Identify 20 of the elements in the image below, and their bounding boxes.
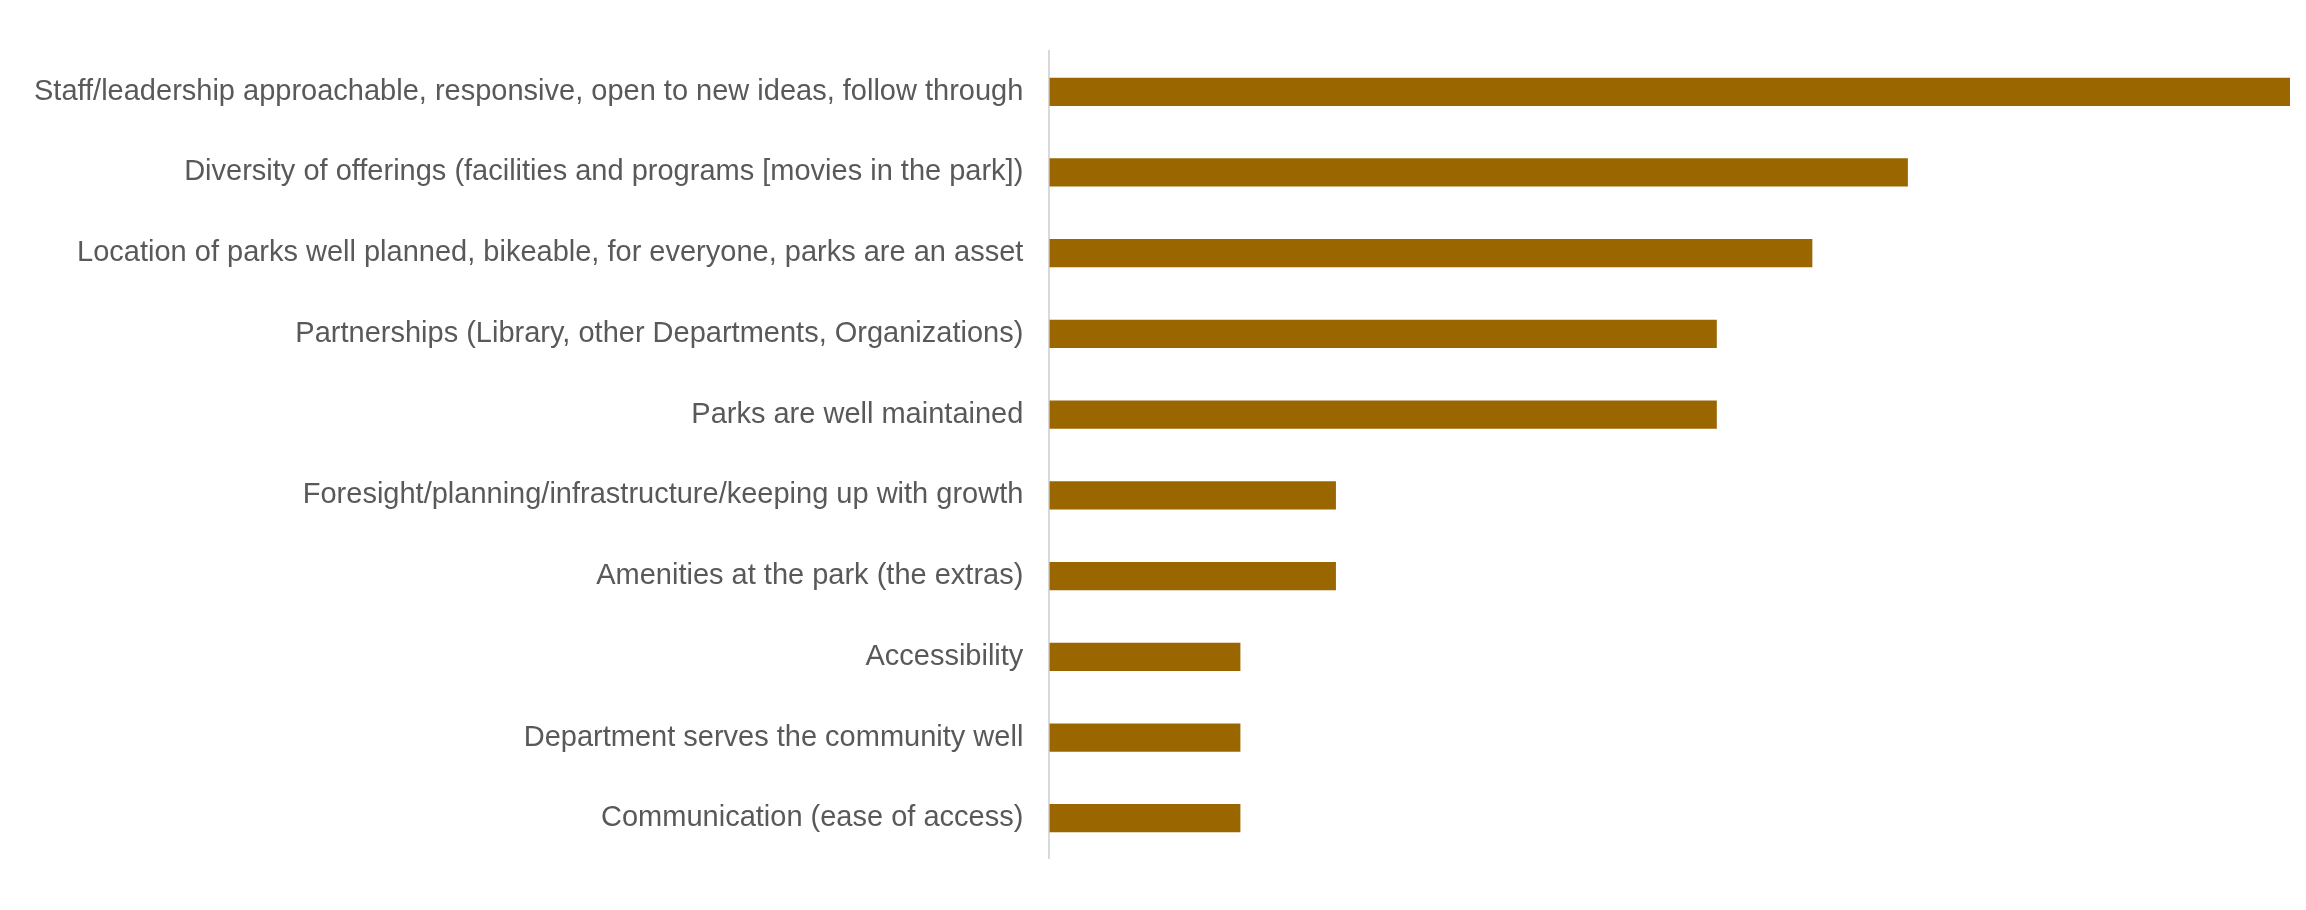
y-tick-label: Diversity of offerings (facilities and programs [movies in the park]): [184, 154, 1024, 187]
bar: [1049, 158, 1908, 187]
bar: [1049, 319, 1717, 349]
y-tick-label: Location of parks well planned, bikeable, for everyone, parks are an asset: [77, 235, 1024, 268]
bar: [1049, 561, 1336, 591]
y-tick-label: Foresight/planning/infrastructure/keeping up with growth: [302, 477, 1024, 510]
bar: [1049, 239, 1813, 268]
y-tick-label: Parks are well maintained: [691, 396, 1024, 429]
y-tick-label: Department serves the community well: [523, 719, 1024, 752]
y-tick-label: Accessibility: [865, 638, 1024, 671]
y-tick-label: Communication (ease of access): [601, 800, 1024, 833]
bar: [1049, 804, 1241, 833]
bar: [1049, 723, 1241, 752]
bar: [1049, 77, 2290, 106]
y-tick-label: Staff/leadership approachable, responsive, open to new ideas, follow through: [34, 73, 1024, 106]
bar: [1049, 400, 1717, 429]
bar: [1049, 481, 1336, 510]
bar: [1049, 642, 1241, 671]
y-tick-label: Partnerships (Library, other Departments, Organizations): [295, 315, 1024, 348]
y-tick-label: Amenities at the park (the extras): [596, 558, 1024, 591]
